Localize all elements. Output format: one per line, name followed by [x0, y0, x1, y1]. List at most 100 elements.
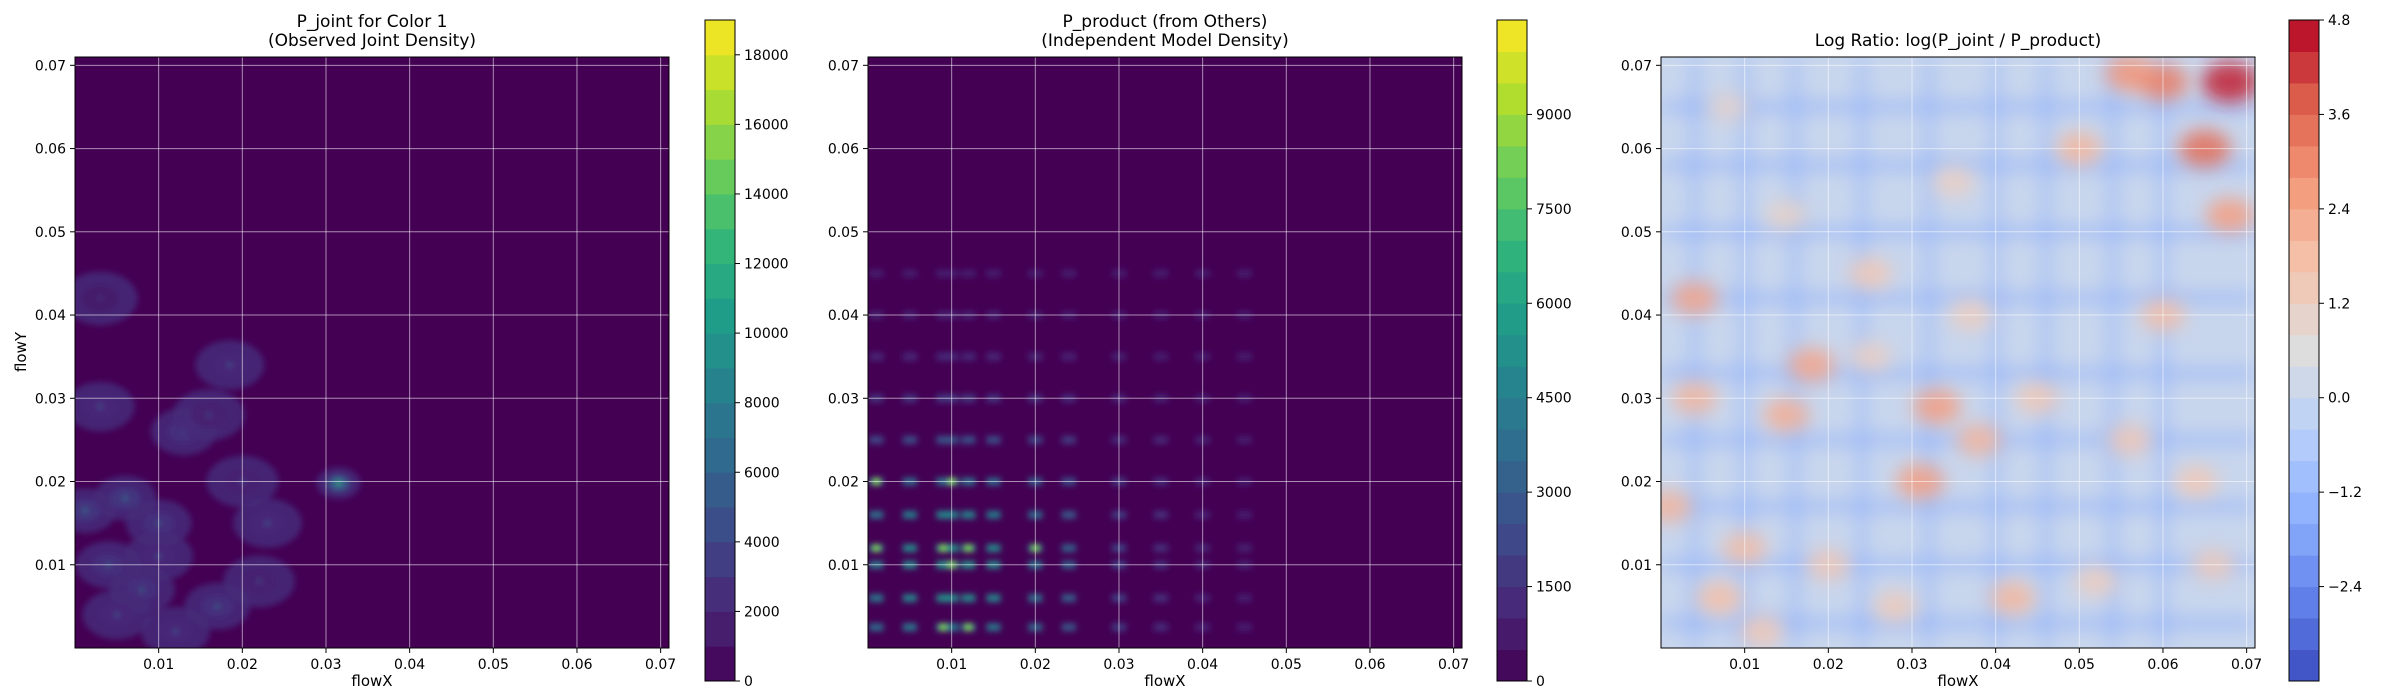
colorbar-level: [1497, 523, 1527, 556]
y-tick-label: 0.03: [828, 391, 859, 407]
warm-spot: [1766, 200, 1807, 230]
colorbar-level: [2289, 208, 2319, 241]
y-tick-label: 0.01: [1621, 558, 1652, 574]
plot-frame: [867, 56, 1463, 649]
colorbar-level: [1497, 555, 1527, 588]
density-cell: [1061, 435, 1076, 444]
density-cell: [986, 623, 1001, 632]
x-tick-label: 0.01: [143, 657, 174, 673]
cool-row: [1661, 500, 2255, 513]
colorbar-tick-label: 0: [744, 674, 753, 690]
plot-frame: [74, 56, 670, 649]
panel-title-line1: P_joint for Color 1: [297, 12, 448, 32]
density-peak: [82, 508, 88, 514]
density-peak: [256, 578, 262, 584]
density-cell: [902, 623, 917, 632]
colorbar-tick-label: 1500: [1536, 580, 1572, 596]
colorbar-tick-label: 6000: [744, 465, 780, 481]
x-tick-label: 0.01: [1729, 657, 1760, 673]
colorbar-level: [1497, 492, 1527, 525]
colorbar-level: [2289, 492, 2319, 525]
cool-col: [1922, 57, 1935, 648]
density-cell: [1237, 510, 1252, 519]
density-cell: [869, 623, 884, 632]
density-peak: [939, 544, 948, 553]
density-cell: [902, 544, 917, 553]
warm-spot: [1763, 398, 1810, 432]
density-cell: [986, 352, 1001, 361]
colorbar-tick-label: 7500: [1536, 202, 1572, 218]
colorbar-level: [2289, 20, 2319, 52]
colorbar-level: [2289, 460, 2319, 493]
warm-spot: [1989, 581, 2035, 615]
colorbar-level: [1497, 429, 1527, 462]
plot-area: [1661, 57, 2255, 648]
colorbar-level: [705, 263, 735, 299]
colorbar-tick-label: 16000: [744, 117, 789, 133]
density-peak: [114, 612, 120, 618]
y-tick-label: 0.02: [1621, 475, 1652, 491]
colorbar-level: [1497, 177, 1527, 210]
colorbar-tick-label: 0: [1536, 674, 1545, 690]
colorbar-level: [1497, 208, 1527, 241]
y-tick-label: 0.06: [35, 142, 66, 158]
density-cell: [869, 594, 884, 603]
density-cell: [986, 544, 1001, 553]
colorbar-level: [705, 159, 735, 195]
density-cell: [869, 510, 884, 519]
y-tick-label: 0.03: [35, 391, 66, 407]
density-cell: [986, 510, 1001, 519]
ratio-field: [1661, 57, 2255, 648]
plot-frame: [1660, 56, 2256, 649]
y-ticks: 0.01 0.02 0.03 0.04 0.05 0.06 0.07: [828, 58, 868, 574]
y-tick-label: 0.07: [1621, 58, 1652, 74]
density-cell: [902, 594, 917, 603]
colorbar-tick-label: 3000: [1536, 485, 1572, 501]
colorbar-level: [2289, 240, 2319, 273]
density-cell: [1237, 435, 1252, 444]
colorbar-level: [2289, 429, 2319, 462]
y-tick-label: 0.07: [828, 58, 859, 74]
warm-spot: [2105, 57, 2154, 92]
density-background: [868, 57, 1462, 648]
x-tick-label: 0.02: [1020, 657, 1051, 673]
warm-spot: [2108, 424, 2151, 456]
density-cell: [1237, 594, 1252, 603]
density-peak: [964, 623, 973, 632]
density-peak: [939, 623, 948, 632]
x-axis-label: flowX: [1144, 672, 1185, 690]
y-tick-label: 0.04: [1621, 308, 1652, 324]
y-tick-label: 0.02: [35, 475, 66, 491]
colorbar-level: [1497, 20, 1527, 52]
colorbar-tick-label: 10000: [744, 326, 789, 342]
density-cell: [961, 594, 976, 603]
y-tick-label: 0.04: [35, 308, 66, 324]
colorbar-level: [705, 472, 735, 508]
density-cell: [936, 510, 951, 519]
y-tick-label: 0.06: [828, 142, 859, 158]
colorbar-tick-label: 2000: [744, 604, 780, 620]
colorbar-level: [1497, 51, 1527, 84]
density-cell: [1061, 544, 1076, 553]
panel-title-line2: (Observed Joint Density): [268, 31, 476, 51]
x-ticks: 0.01 0.02 0.03 0.04 0.05 0.06 0.07: [936, 648, 1469, 673]
colorbar-tick-label: 14000: [744, 187, 789, 203]
x-tick-label: 0.07: [2231, 657, 2262, 673]
density-cell: [1061, 269, 1076, 278]
x-tick-label: 0.06: [2147, 657, 2178, 673]
colorbar-tick-label: 3.6: [2328, 107, 2350, 123]
warm-spot: [1913, 389, 1961, 424]
colorbar-level: [705, 228, 735, 265]
density-cell: [986, 435, 1001, 444]
colorbar-level: [1497, 397, 1527, 430]
colorbar-level: [705, 437, 735, 473]
x-tick-label: 0.04: [1980, 657, 2011, 673]
warm-spot: [1874, 591, 1917, 622]
panel-title: Log Ratio: log(P_joint / P_product): [1815, 31, 2101, 51]
warm-spot: [1697, 582, 1742, 614]
colorbar-tick-label: 4000: [744, 535, 780, 551]
colorbar-tick-label: 4500: [1536, 391, 1572, 407]
density-cell: [961, 435, 976, 444]
y-tick-label: 0.03: [1621, 391, 1652, 407]
colorbar-level: [705, 193, 735, 230]
